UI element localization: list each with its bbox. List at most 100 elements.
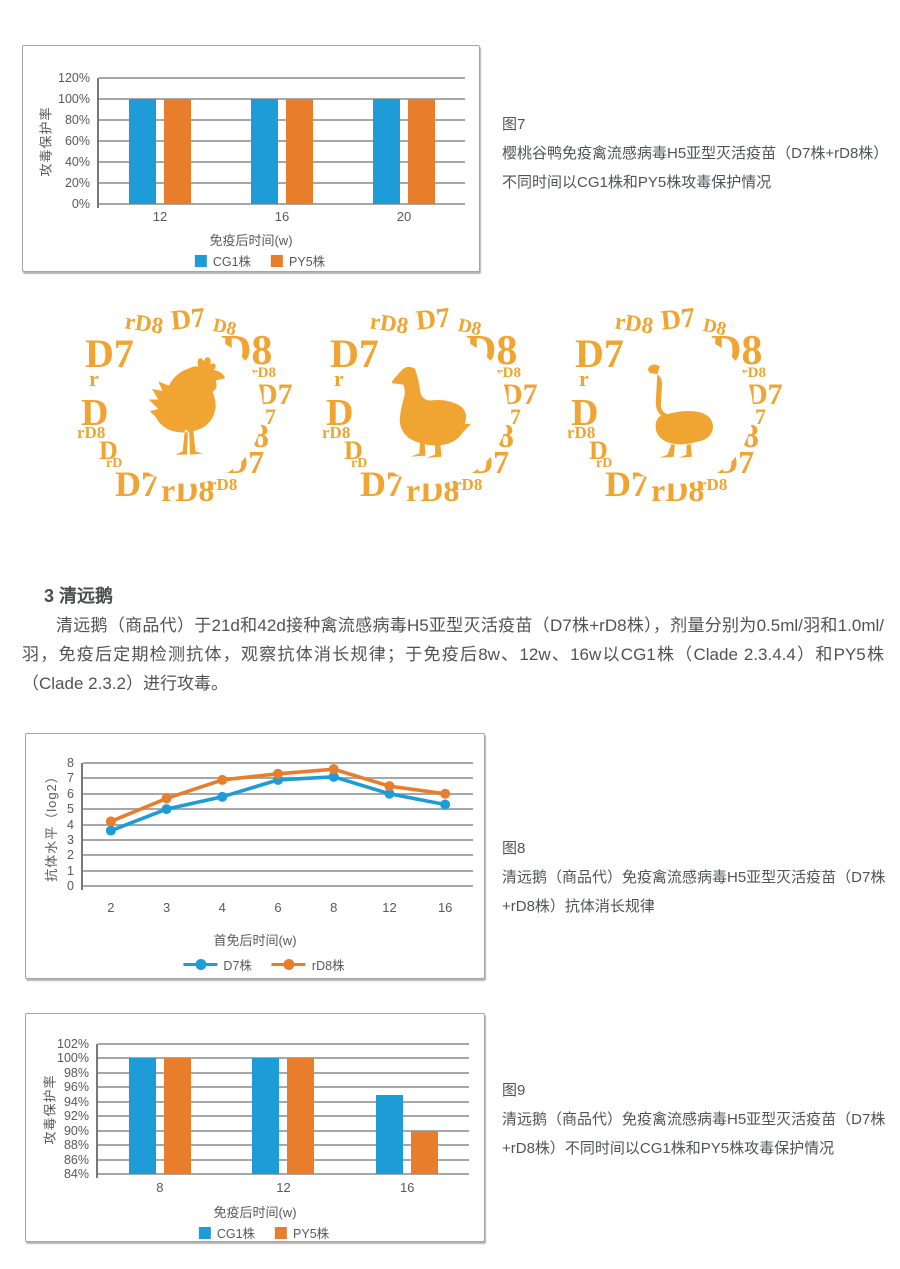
legend-line-marker <box>183 959 218 970</box>
data-point-marker <box>440 799 451 810</box>
y-tick-label: 40% <box>64 155 90 169</box>
gridline <box>99 119 465 121</box>
logo-ring-text: rD8 <box>209 475 238 494</box>
chart-legend: CG1株 PY5株 <box>194 251 325 270</box>
gridline <box>83 838 473 841</box>
bar <box>411 1130 439 1174</box>
section-heading: 3 清远鹅 <box>44 586 114 606</box>
y-tick-label: 94% <box>63 1094 89 1109</box>
logo-ring-text: rD8 <box>322 423 351 442</box>
gridline <box>98 1144 469 1147</box>
legend-label: PY5株 <box>293 1227 330 1241</box>
y-tick-label: 5 <box>67 802 74 817</box>
gridline <box>99 98 465 100</box>
y-tick-label: 0% <box>71 197 90 211</box>
bar-group <box>222 1044 346 1174</box>
logo-ring-text: rD8 <box>454 475 483 494</box>
bar <box>129 99 156 204</box>
legend-item: PY5株 <box>275 1223 329 1242</box>
y-tick-label: 84% <box>63 1167 89 1181</box>
y-axis-line <box>81 763 83 890</box>
y-tick-label: 7 <box>67 771 74 786</box>
x-tick-label: 16 <box>399 1180 415 1195</box>
y-tick-label: 0 <box>67 879 74 893</box>
y-tick-label: 100% <box>58 92 90 106</box>
legend-item: rD8株 <box>271 955 345 974</box>
legend-label: rD8株 <box>311 959 345 973</box>
data-point-marker <box>328 764 339 775</box>
y-tick-label: 3 <box>67 832 74 847</box>
chicken-icon <box>148 357 226 455</box>
x-tick-label: 16 <box>437 900 453 915</box>
gridline <box>99 140 465 142</box>
legend-swatch <box>275 1226 288 1239</box>
data-point-marker <box>328 771 339 782</box>
gridline <box>98 1071 469 1074</box>
x-axis-label: 免疫后时间(w) <box>213 1205 297 1220</box>
gridline <box>98 1100 469 1103</box>
x-tick-label: 12 <box>382 900 397 915</box>
line-series-canvas <box>105 764 451 836</box>
gridline <box>99 203 465 205</box>
logo-ring-text: r <box>334 366 344 391</box>
x-tick-label: 20 <box>396 209 412 224</box>
logo-circle <box>603 334 753 484</box>
figure-label: 图7 <box>502 116 526 133</box>
gridline <box>98 1173 469 1175</box>
x-tick-label: 4 <box>218 900 226 915</box>
data-point-marker <box>273 768 283 779</box>
gridline <box>83 762 473 764</box>
legend-swatch <box>198 1226 211 1239</box>
logo-ring-text: r <box>579 366 589 391</box>
y-tick-label: 92% <box>63 1109 89 1124</box>
data-point-marker <box>105 825 116 836</box>
legend-label: PY5株 <box>289 255 326 269</box>
data-point-marker <box>161 804 172 815</box>
gridline <box>99 182 465 184</box>
y-tick-label: 98% <box>63 1065 89 1080</box>
legend-item: PY5株 <box>271 251 325 270</box>
plot-area <box>97 77 465 208</box>
gridline <box>83 808 473 811</box>
chart-legend: D7株 rD8株 <box>183 955 345 974</box>
gridline <box>98 1086 469 1089</box>
y-tick-label: 1 <box>67 863 74 878</box>
logo-ring-text: 7 <box>755 404 766 429</box>
data-point-marker <box>217 791 228 802</box>
logo-ring-text: rD8 <box>741 365 766 381</box>
legend-item: CG1株 <box>198 1223 255 1242</box>
data-point-marker <box>384 781 395 792</box>
legend-dot <box>283 959 295 970</box>
x-tick-label: 16 <box>274 209 290 224</box>
legend-item: CG1株 <box>194 251 251 270</box>
gridline <box>99 77 465 79</box>
logo-ring-text: D7 <box>169 302 207 337</box>
gridline <box>98 1158 469 1161</box>
figure8-caption: 图8 清远鹅（商品代）免疫禽流感病毒H5亚型灭活疫苗（D7株+rD8株）抗体消长… <box>502 834 890 921</box>
logo-circle <box>113 334 263 484</box>
figure9-bar-chart: 攻毒保护率 8 12 16 免疫后时间(w) CG1株 PY5株 102% 100% 98… <box>25 1013 485 1242</box>
goose-icon <box>648 364 713 458</box>
y-tick-label: 60% <box>64 134 90 148</box>
figure-caption-text: 清远鹅（商品代）免疫禽流感病毒H5亚型灭活疫苗（D7株+rD8株）不同时间以CG… <box>502 1111 886 1157</box>
gridline <box>99 161 465 163</box>
logo-circle <box>358 334 508 484</box>
y-tick-label: 20% <box>64 176 90 190</box>
x-axis-label: 免疫后时间(w) <box>209 233 293 248</box>
gridline <box>83 823 473 826</box>
bar <box>287 1058 315 1174</box>
data-point-marker <box>217 774 228 785</box>
legend-label: D7株 <box>223 959 252 973</box>
x-category-row: 12 16 20 <box>99 209 465 224</box>
x-tick-label: 8 <box>156 1180 164 1195</box>
logo-ring-text: D <box>81 392 109 434</box>
bar <box>164 99 191 204</box>
bar-group <box>98 1044 222 1174</box>
logo-ring-text: 7 <box>510 404 521 429</box>
y-axis-line <box>97 78 99 208</box>
y-tick-label: 4 <box>67 817 74 832</box>
